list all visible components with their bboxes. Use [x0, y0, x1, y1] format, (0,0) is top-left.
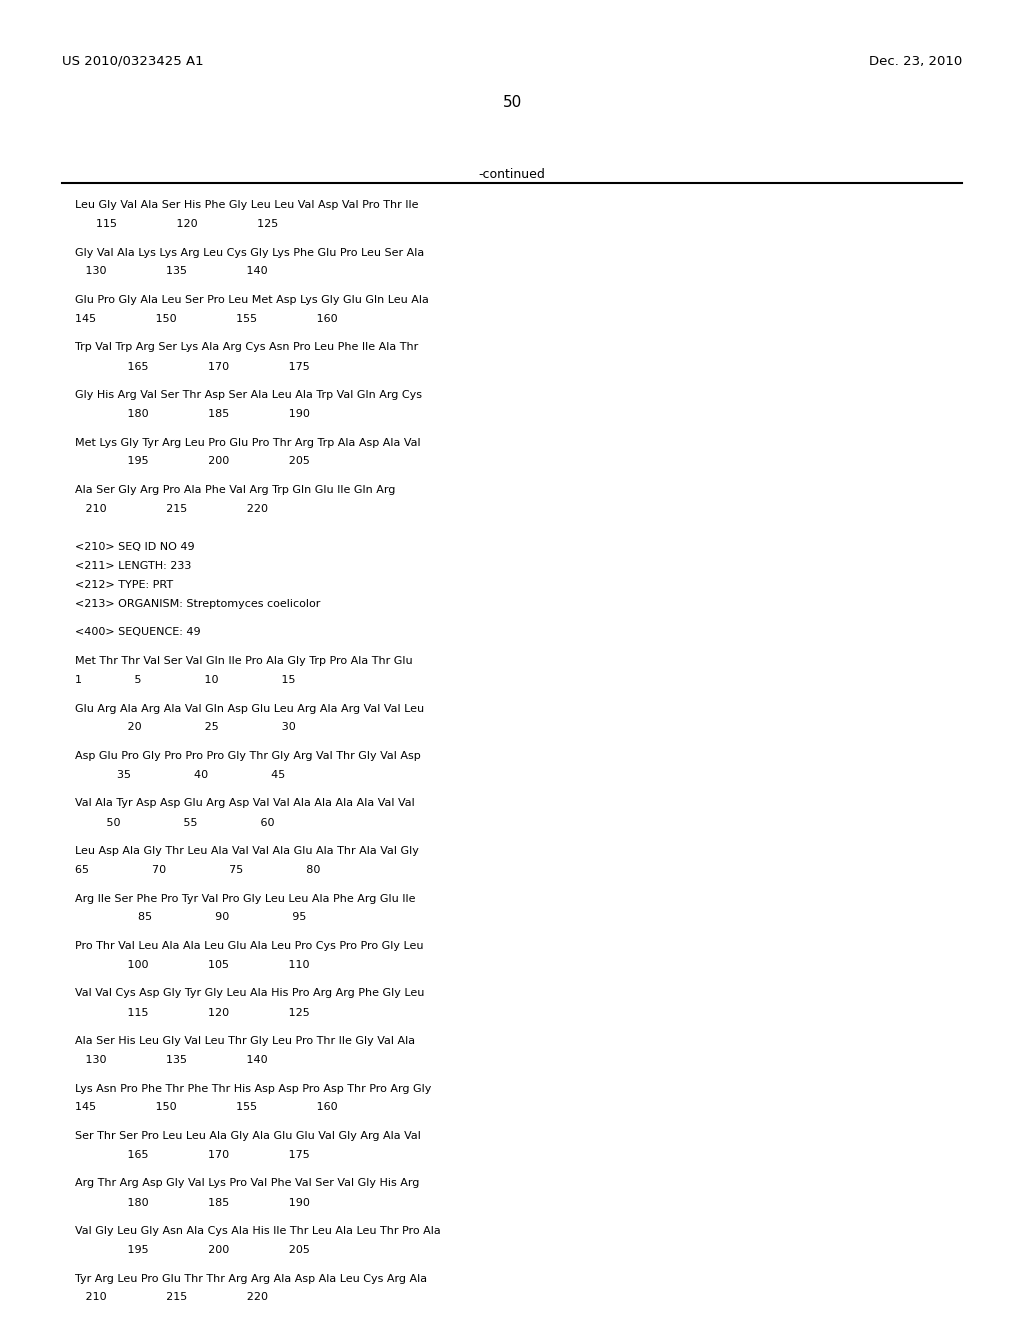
Text: 115                 120                 125: 115 120 125 [75, 219, 279, 228]
Text: US 2010/0323425 A1: US 2010/0323425 A1 [62, 55, 204, 69]
Text: Ala Ser His Leu Gly Val Leu Thr Gly Leu Pro Thr Ile Gly Val Ala: Ala Ser His Leu Gly Val Leu Thr Gly Leu … [75, 1036, 415, 1045]
Text: Trp Val Trp Arg Ser Lys Ala Arg Cys Asn Pro Leu Phe Ile Ala Thr: Trp Val Trp Arg Ser Lys Ala Arg Cys Asn … [75, 342, 418, 352]
Text: Glu Pro Gly Ala Leu Ser Pro Leu Met Asp Lys Gly Glu Gln Leu Ala: Glu Pro Gly Ala Leu Ser Pro Leu Met Asp … [75, 294, 429, 305]
Text: Tyr Arg Leu Pro Glu Thr Thr Arg Arg Ala Asp Ala Leu Cys Arg Ala: Tyr Arg Leu Pro Glu Thr Thr Arg Arg Ala … [75, 1274, 427, 1283]
Text: Leu Gly Val Ala Ser His Phe Gly Leu Leu Val Asp Val Pro Thr Ile: Leu Gly Val Ala Ser His Phe Gly Leu Leu … [75, 201, 419, 210]
Text: Lys Asn Pro Phe Thr Phe Thr His Asp Asp Pro Asp Thr Pro Arg Gly: Lys Asn Pro Phe Thr Phe Thr His Asp Asp … [75, 1084, 431, 1093]
Text: Gly His Arg Val Ser Thr Asp Ser Ala Leu Ala Trp Val Gln Arg Cys: Gly His Arg Val Ser Thr Asp Ser Ala Leu … [75, 389, 422, 400]
Text: Ser Thr Ser Pro Leu Leu Ala Gly Ala Glu Glu Val Gly Arg Ala Val: Ser Thr Ser Pro Leu Leu Ala Gly Ala Glu … [75, 1131, 421, 1140]
Text: 180                 185                 190: 180 185 190 [75, 1197, 310, 1208]
Text: <212> TYPE: PRT: <212> TYPE: PRT [75, 579, 173, 590]
Text: 165                 170                 175: 165 170 175 [75, 362, 309, 371]
Text: Val Val Cys Asp Gly Tyr Gly Leu Ala His Pro Arg Arg Phe Gly Leu: Val Val Cys Asp Gly Tyr Gly Leu Ala His … [75, 989, 424, 998]
Text: -continued: -continued [478, 168, 546, 181]
Text: Asp Glu Pro Gly Pro Pro Pro Gly Thr Gly Arg Val Thr Gly Val Asp: Asp Glu Pro Gly Pro Pro Pro Gly Thr Gly … [75, 751, 421, 762]
Text: 100                 105                 110: 100 105 110 [75, 960, 309, 970]
Text: Gly Val Ala Lys Lys Arg Leu Cys Gly Lys Phe Glu Pro Leu Ser Ala: Gly Val Ala Lys Lys Arg Leu Cys Gly Lys … [75, 248, 424, 257]
Text: 180                 185                 190: 180 185 190 [75, 409, 310, 418]
Text: 145                 150                 155                 160: 145 150 155 160 [75, 314, 338, 323]
Text: 195                 200                 205: 195 200 205 [75, 1245, 310, 1255]
Text: 210                 215                 220: 210 215 220 [75, 504, 268, 513]
Text: 130                 135                 140: 130 135 140 [75, 267, 267, 276]
Text: <400> SEQUENCE: 49: <400> SEQUENCE: 49 [75, 627, 201, 638]
Text: 35                  40                  45: 35 40 45 [75, 770, 286, 780]
Text: 65                  70                  75                  80: 65 70 75 80 [75, 865, 321, 875]
Text: 50                  55                  60: 50 55 60 [75, 817, 274, 828]
Text: 50: 50 [503, 95, 521, 110]
Text: 20                  25                  30: 20 25 30 [75, 722, 296, 733]
Text: 130                 135                 140: 130 135 140 [75, 1055, 267, 1065]
Text: 115                 120                 125: 115 120 125 [75, 1007, 309, 1018]
Text: Pro Thr Val Leu Ala Ala Leu Glu Ala Leu Pro Cys Pro Pro Gly Leu: Pro Thr Val Leu Ala Ala Leu Glu Ala Leu … [75, 941, 424, 950]
Text: Val Ala Tyr Asp Asp Glu Arg Asp Val Val Ala Ala Ala Ala Val Val: Val Ala Tyr Asp Asp Glu Arg Asp Val Val … [75, 799, 415, 808]
Text: 85                  90                  95: 85 90 95 [75, 912, 306, 923]
Text: Dec. 23, 2010: Dec. 23, 2010 [868, 55, 962, 69]
Text: <213> ORGANISM: Streptomyces coelicolor: <213> ORGANISM: Streptomyces coelicolor [75, 599, 321, 609]
Text: 165                 170                 175: 165 170 175 [75, 1150, 309, 1160]
Text: Ala Ser Gly Arg Pro Ala Phe Val Arg Trp Gln Glu Ile Gln Arg: Ala Ser Gly Arg Pro Ala Phe Val Arg Trp … [75, 484, 395, 495]
Text: Arg Thr Arg Asp Gly Val Lys Pro Val Phe Val Ser Val Gly His Arg: Arg Thr Arg Asp Gly Val Lys Pro Val Phe … [75, 1179, 420, 1188]
Text: Arg Ile Ser Phe Pro Tyr Val Pro Gly Leu Leu Ala Phe Arg Glu Ile: Arg Ile Ser Phe Pro Tyr Val Pro Gly Leu … [75, 894, 416, 903]
Text: <211> LENGTH: 233: <211> LENGTH: 233 [75, 561, 191, 572]
Text: 1               5                  10                  15: 1 5 10 15 [75, 675, 296, 685]
Text: Glu Arg Ala Arg Ala Val Gln Asp Glu Leu Arg Ala Arg Val Val Leu: Glu Arg Ala Arg Ala Val Gln Asp Glu Leu … [75, 704, 424, 714]
Text: <210> SEQ ID NO 49: <210> SEQ ID NO 49 [75, 543, 195, 552]
Text: Leu Asp Ala Gly Thr Leu Ala Val Val Ala Glu Ala Thr Ala Val Gly: Leu Asp Ala Gly Thr Leu Ala Val Val Ala … [75, 846, 419, 855]
Text: Val Gly Leu Gly Asn Ala Cys Ala His Ile Thr Leu Ala Leu Thr Pro Ala: Val Gly Leu Gly Asn Ala Cys Ala His Ile … [75, 1226, 440, 1236]
Text: Met Thr Thr Val Ser Val Gln Ile Pro Ala Gly Trp Pro Ala Thr Glu: Met Thr Thr Val Ser Val Gln Ile Pro Ala … [75, 656, 413, 667]
Text: 210                 215                 220: 210 215 220 [75, 1292, 268, 1303]
Text: Met Lys Gly Tyr Arg Leu Pro Glu Pro Thr Arg Trp Ala Asp Ala Val: Met Lys Gly Tyr Arg Leu Pro Glu Pro Thr … [75, 437, 421, 447]
Text: 195                 200                 205: 195 200 205 [75, 457, 310, 466]
Text: 145                 150                 155                 160: 145 150 155 160 [75, 1102, 338, 1113]
